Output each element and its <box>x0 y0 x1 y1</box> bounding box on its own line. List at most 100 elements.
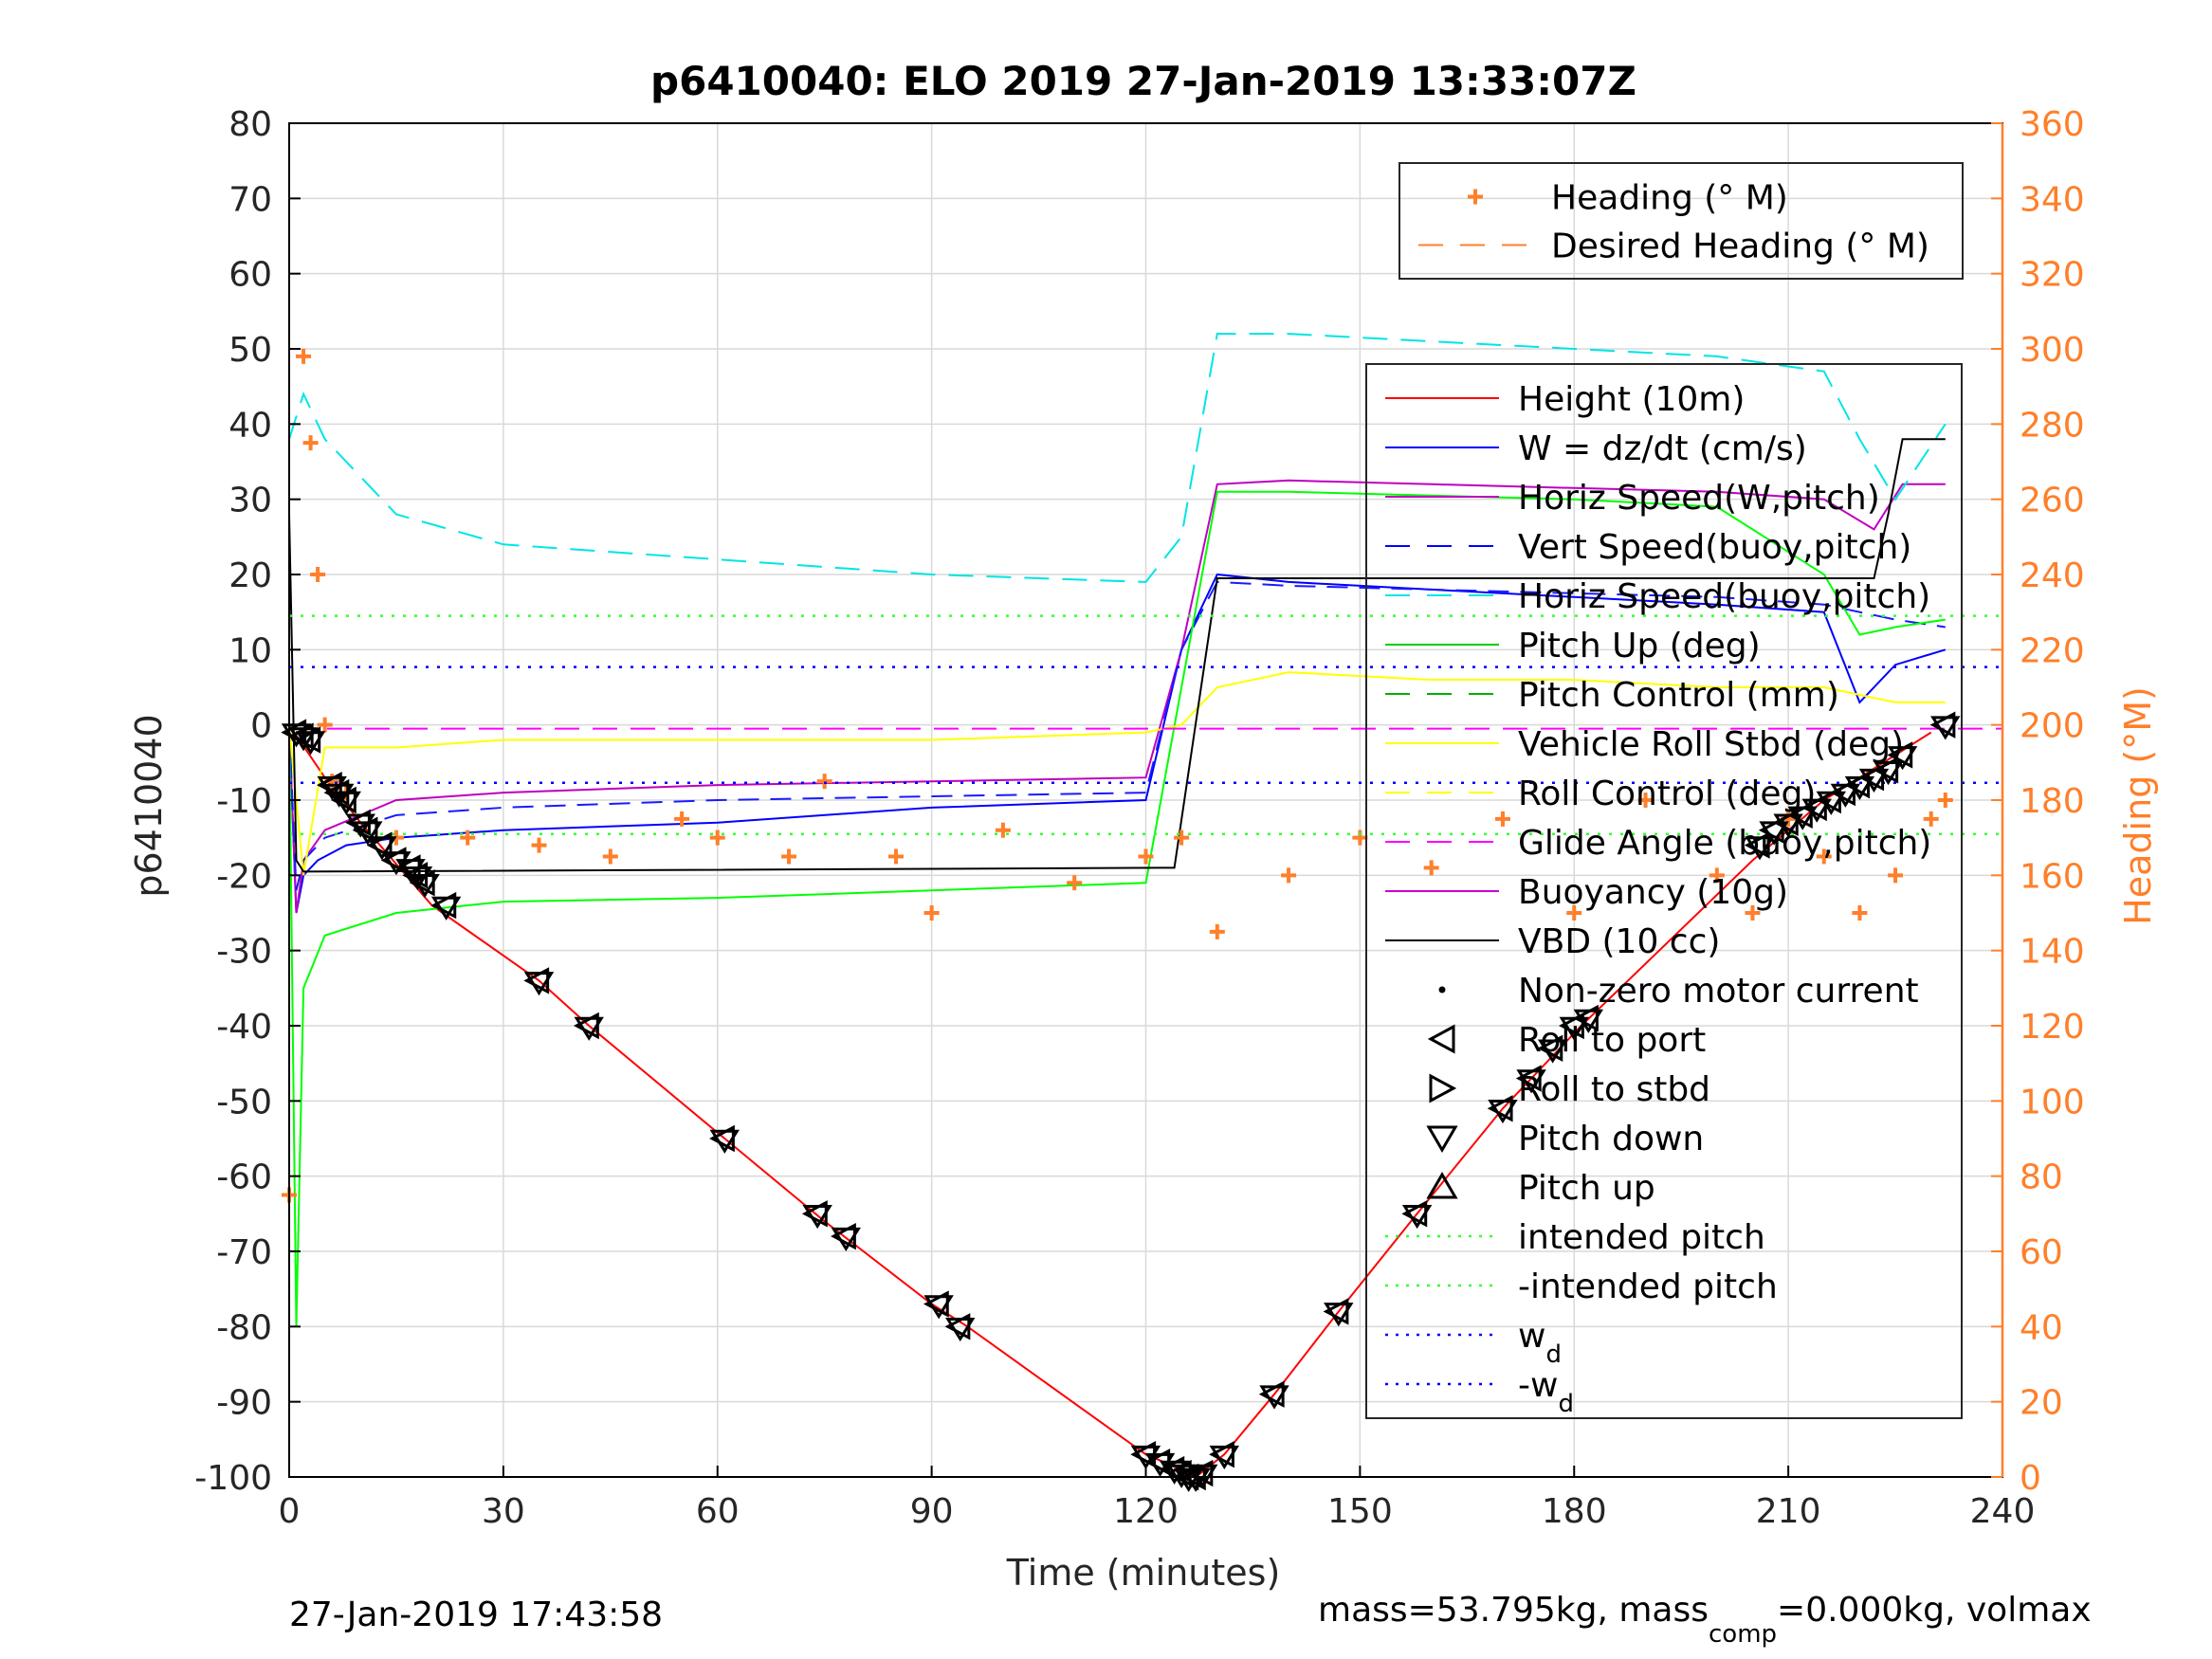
legend-entry-label: intended pitch <box>1518 1218 1765 1257</box>
heading-point <box>460 830 476 846</box>
legend-entry-text: Heading (° M) <box>1551 179 1788 218</box>
legend-swatch <box>1426 1172 1458 1199</box>
legend-main: Height (10m) W = dz/dt (cm/s) Horiz Speed(… <box>1365 363 1963 1419</box>
legend-entry-sub: d <box>1558 1390 1574 1418</box>
pitch-marker <box>1873 760 1904 786</box>
pitch-marker <box>1324 1303 1354 1327</box>
heading-point <box>1281 867 1297 884</box>
pitch-marker <box>1144 1452 1176 1477</box>
x-tick-label: 150 <box>1327 1492 1393 1531</box>
legend-entry-label: Roll to stbd <box>1518 1070 1710 1109</box>
pitch-marker <box>430 896 462 921</box>
x-tick-label: 0 <box>279 1492 301 1531</box>
y-tick-label-right: 300 <box>2020 331 2085 370</box>
pitch-marker <box>1130 1445 1161 1470</box>
y-tick-label-right: 180 <box>2020 782 2085 821</box>
legend-entry-label: Horiz Speed(buoy,pitch) <box>1518 577 1930 616</box>
y-tick-label-left: 40 <box>229 406 272 445</box>
legend-box <box>1398 162 1964 280</box>
legend-entry-label: Heading (° M) <box>1551 179 1788 218</box>
pitch-marker <box>331 791 361 815</box>
footer-mass-sub: comp <box>1709 1620 1777 1649</box>
legend-swatch <box>1426 1125 1458 1153</box>
pitch-marker <box>923 1295 954 1320</box>
y-tick-label-right: 20 <box>2020 1384 2063 1423</box>
heading-point <box>887 848 904 865</box>
legend-entry-label: VBD (10 cc) <box>1518 922 1720 961</box>
pitch-marker <box>367 836 397 861</box>
pitch-marker <box>523 972 555 996</box>
y-tick-label-right: 200 <box>2020 707 2085 746</box>
y-tick-label-left: -90 <box>216 1384 272 1423</box>
x-tick-label: 120 <box>1113 1492 1179 1531</box>
pitch-marker <box>574 1016 604 1041</box>
x-tick-label: 90 <box>910 1492 954 1531</box>
y-axis-label-right: Heading (°M) <box>2117 686 2159 925</box>
heading-point <box>1138 848 1154 865</box>
y-tick-label-right: 240 <box>2020 556 2085 595</box>
y-axis-label-left: p6410040 <box>128 714 170 897</box>
heading-point <box>1709 867 1725 884</box>
legend-swatch <box>1429 1073 1457 1103</box>
footer-mass: mass=53.795kg, masscomp=0.000kg, volmax <box>1318 1591 2092 1649</box>
y-tick-label-right: 80 <box>2020 1158 2063 1197</box>
pitch-marker <box>945 1318 976 1342</box>
legend-entry-label: -intended pitch <box>1518 1267 1778 1306</box>
heading-point <box>302 435 319 451</box>
y-tick-label-left: 60 <box>229 256 272 295</box>
y-tick-label-left: 70 <box>229 180 272 219</box>
pitch-marker <box>802 1205 832 1230</box>
legend-swatch <box>1427 1024 1455 1054</box>
heading-point <box>674 811 690 827</box>
legend-entry-text: Buoyancy (10g) <box>1518 873 1788 912</box>
heading-point <box>1494 811 1510 827</box>
x-tick-label: 30 <box>482 1492 525 1531</box>
pitch-marker <box>1537 1039 1568 1064</box>
y-tick-label-left: -60 <box>216 1158 272 1197</box>
series-line-w <box>288 573 1947 914</box>
y-tick-label-right: 220 <box>2020 631 2085 670</box>
legend-entry-text: W = dz/dt (cm/s) <box>1518 429 1807 468</box>
legend-entry-text: w <box>1518 1317 1545 1356</box>
pitch-marker <box>295 731 326 756</box>
legend-entry-text: Height (10m) <box>1518 380 1745 419</box>
legend-entry-label: Non-zero motor current <box>1518 972 1919 1011</box>
legend-entry-text: Roll to port <box>1518 1021 1706 1060</box>
heading-point <box>310 567 326 582</box>
y-tick-label-left: -40 <box>216 1008 272 1047</box>
y-tick-label-right: 120 <box>2020 1008 2085 1047</box>
heading-point <box>923 905 940 921</box>
y-tick-label-left: 20 <box>229 556 272 595</box>
heading-point <box>816 774 832 790</box>
legend-entry-text: Glide Angle (buoy,pitch) <box>1518 824 1931 863</box>
legend-entry-text: Vert Speed(buoy,pitch) <box>1518 528 1911 567</box>
legend-entry-text: Roll Control (deg) <box>1518 775 1816 813</box>
heading-point <box>1174 830 1190 846</box>
legend-entry-text: VBD (10 cc) <box>1518 922 1720 961</box>
y-tick-label-right: 40 <box>2020 1308 2063 1347</box>
legend-entry-label: Pitch Control (mm) <box>1518 676 1839 715</box>
pitch-marker <box>1259 1385 1289 1410</box>
footer-mass-text: mass=53.795kg, mass <box>1318 1591 1709 1630</box>
heading-point <box>709 830 725 846</box>
legend-entry-label: Roll Control (deg) <box>1518 775 1816 813</box>
heading-point <box>1745 905 1761 921</box>
x-tick-label: 240 <box>1970 1492 2036 1531</box>
heading-point <box>1816 848 1832 865</box>
pitch-marker <box>1887 746 1918 771</box>
legend-entry-text: intended pitch <box>1518 1218 1765 1257</box>
series-line-roll <box>288 671 1946 876</box>
y-tick-label-left: -30 <box>216 933 272 972</box>
legend-entry-text: Pitch Control (mm) <box>1518 676 1839 715</box>
heading-point <box>1352 830 1368 846</box>
y-tick-label-right: 280 <box>2020 406 2085 445</box>
y-tick-label-left: 50 <box>229 331 272 370</box>
y-tick-label-left: -20 <box>216 857 272 896</box>
pitch-marker <box>1930 716 1961 740</box>
legend-entry-label: Vert Speed(buoy,pitch) <box>1518 528 1911 567</box>
y-tick-label-left: -50 <box>216 1083 272 1121</box>
heading-point <box>602 848 618 865</box>
legend-swatch <box>1468 189 1483 205</box>
y-tick-label-left: -70 <box>216 1233 272 1272</box>
